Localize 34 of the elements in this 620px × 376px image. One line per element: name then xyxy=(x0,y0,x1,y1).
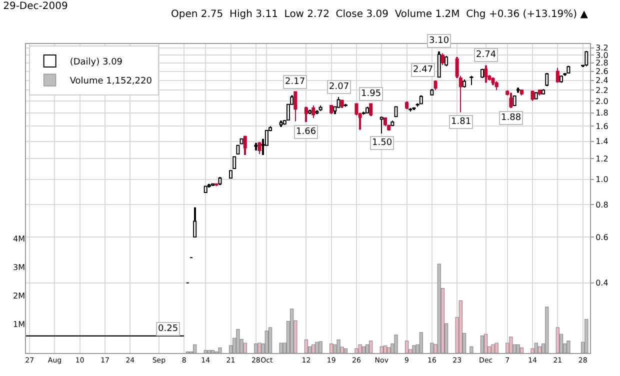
y2-tick-label: 2M xyxy=(13,292,26,301)
y-tick-label: 0.4 xyxy=(596,278,608,288)
y-tick-label: 3.2 xyxy=(596,44,608,53)
y-tick-label: 0.6 xyxy=(596,232,608,242)
y-tick-label: 0.8 xyxy=(596,200,608,210)
annotation: 2.47 xyxy=(413,65,434,75)
annotation: 3.10 xyxy=(429,36,450,46)
legend-label: Volume 1,152,220 xyxy=(70,76,152,87)
chart-title: 29-Dec-2009 xyxy=(3,0,68,12)
annotation: 0.25 xyxy=(158,324,178,334)
annotation: 1.88 xyxy=(501,113,522,123)
y2-tick-label: 1M xyxy=(13,320,26,330)
y-tick-label: 1.0 xyxy=(596,175,608,184)
y2-tick-label: 3M xyxy=(13,262,26,272)
y2-tick-label: 4M xyxy=(13,234,26,244)
y-tick-label: 1.6 xyxy=(596,122,608,131)
annotation: 2.07 xyxy=(329,82,350,92)
annotation: 1.95 xyxy=(361,89,382,99)
y-tick-label: 2.8 xyxy=(596,58,608,68)
annotation: 1.81 xyxy=(451,117,472,127)
annotation: 1.66 xyxy=(296,127,316,137)
y-tick-label: 1.4 xyxy=(596,137,608,146)
y-tick-label: 1.8 xyxy=(596,108,608,118)
chart-subtitle: Open 2.75 High 3.11 Low 2.72 Close 3.09 Volume 1.2M Chg +0.36 (+13.19%) ▲ xyxy=(171,9,588,20)
y-tick-label: 1.2 xyxy=(596,154,608,164)
annotation: 2.74 xyxy=(476,50,496,60)
y-tick-label: 2.6 xyxy=(596,67,608,76)
y-tick-label: 3.0 xyxy=(596,50,608,60)
annotation: 2.17 xyxy=(285,77,306,87)
legend-label: (Daily) 3.09 xyxy=(70,58,123,68)
annotation: 1.50 xyxy=(372,138,392,148)
y-tick-label: 2.4 xyxy=(596,76,608,86)
y-tick-label: 2.0 xyxy=(596,96,608,106)
y-tick-label: 2.2 xyxy=(596,86,608,95)
